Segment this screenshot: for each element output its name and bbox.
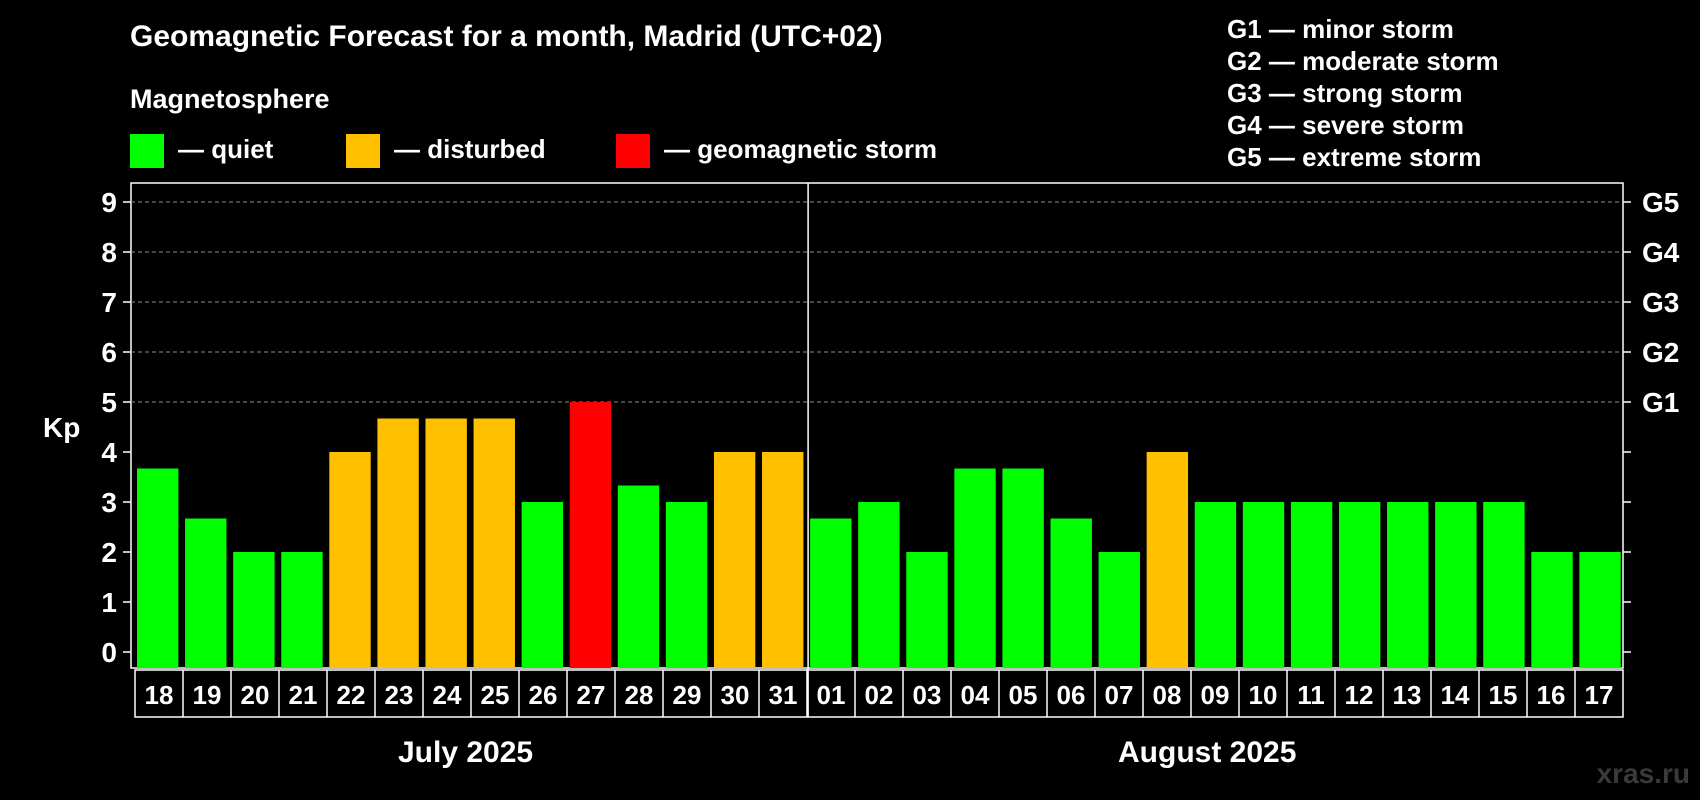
bar-29: [665, 502, 708, 668]
x-tick-label: 21: [289, 680, 318, 710]
storm-scale-g2: G2 — moderate storm: [1227, 46, 1499, 76]
y-tick-label: 0: [101, 637, 117, 668]
storm-scale-g5: G5 — extreme storm: [1227, 142, 1482, 172]
bar-31: [762, 452, 804, 668]
bar-25: [473, 418, 515, 668]
bar-15: [1483, 502, 1525, 668]
x-tick-label: 15: [1489, 680, 1518, 710]
bar-13: [1387, 502, 1429, 668]
x-tick-label: 27: [577, 680, 606, 710]
bar-23: [377, 418, 419, 668]
x-tick-label: 09: [1201, 680, 1230, 710]
x-tick-label: 17: [1585, 680, 1614, 710]
y-tick-label: 6: [101, 337, 117, 368]
y-tick-label: 8: [101, 237, 117, 268]
x-tick-label: 31: [769, 680, 798, 710]
x-tick-label: 23: [385, 680, 414, 710]
x-tick-label: 03: [913, 680, 942, 710]
legend-label-disturbed: — disturbed: [394, 134, 546, 164]
bar-14: [1435, 502, 1477, 668]
bar-30: [713, 452, 756, 668]
bar-06: [1050, 518, 1092, 668]
legend-label-storm: — geomagnetic storm: [664, 134, 938, 164]
bar-27: [569, 402, 612, 668]
bar-03: [906, 552, 948, 668]
x-tick-label: 02: [865, 680, 894, 710]
x-tick-label: 29: [673, 680, 702, 710]
legend-swatch-disturbed: [346, 134, 380, 168]
x-tick-label: 20: [241, 680, 270, 710]
g-level-label-g3: G3: [1642, 287, 1679, 318]
x-tick-label: 06: [1057, 680, 1086, 710]
y-tick-label: 7: [101, 287, 117, 318]
x-tick-label: 18: [145, 680, 174, 710]
g-level-label-g1: G1: [1642, 387, 1679, 418]
x-tick-label: 24: [433, 680, 462, 710]
y-tick-label: 5: [101, 387, 117, 418]
g-level-label-g5: G5: [1642, 187, 1679, 218]
y-tick-label: 9: [101, 187, 117, 218]
bar-02: [858, 502, 900, 668]
x-tick-label: 11: [1297, 680, 1325, 710]
y-tick-label: 4: [101, 437, 117, 468]
x-tick-label: 13: [1393, 680, 1422, 710]
bar-24: [425, 418, 467, 668]
chart-title: Geomagnetic Forecast for a month, Madrid…: [130, 20, 883, 53]
bar-18: [137, 468, 179, 668]
watermark: xras.ru: [1596, 758, 1690, 789]
bar-04: [954, 468, 996, 668]
bar-21: [281, 552, 323, 668]
bar-01: [810, 518, 852, 668]
legend-swatch-quiet: [130, 134, 164, 168]
bar-19: [185, 518, 227, 668]
bar-10: [1242, 502, 1285, 668]
storm-scale-g3: G3 — strong storm: [1227, 78, 1463, 108]
bar-08: [1146, 452, 1189, 668]
x-tick-label: 22: [337, 680, 366, 710]
y-tick-label: 2: [101, 537, 117, 568]
x-tick-label: 16: [1537, 680, 1566, 710]
bar-22: [329, 452, 371, 668]
magnetosphere-label: Magnetosphere: [130, 84, 330, 114]
x-tick-label: 26: [529, 680, 558, 710]
x-tick-label: 14: [1441, 680, 1470, 710]
g-level-label-g2: G2: [1642, 337, 1679, 368]
legend-label-quiet: — quiet: [178, 134, 274, 164]
bar-05: [1002, 468, 1044, 668]
x-tick-label: 19: [193, 680, 222, 710]
bar-07: [1098, 552, 1140, 668]
storm-scale-g1: G1 — minor storm: [1227, 14, 1454, 44]
x-tick-label: 01: [817, 680, 846, 710]
x-tick-label: 30: [721, 680, 750, 710]
bar-11: [1290, 502, 1333, 668]
month-label-august: August 2025: [1118, 736, 1297, 769]
x-tick-label: 25: [481, 680, 510, 710]
y-axis-label: Kp: [43, 412, 80, 443]
x-tick-label: 08: [1153, 680, 1182, 710]
bar-16: [1531, 552, 1573, 668]
y-tick-label: 1: [101, 587, 117, 618]
date-label-row: [134, 669, 1624, 718]
x-tick-label: 28: [625, 680, 654, 710]
bar-26: [521, 502, 564, 668]
x-tick-label: 12: [1345, 680, 1374, 710]
y-tick-label: 3: [101, 487, 117, 518]
x-tick-label: 07: [1105, 680, 1134, 710]
x-tick-label: 10: [1249, 680, 1278, 710]
bar-20: [233, 552, 275, 668]
x-tick-label: 04: [961, 680, 990, 710]
month-label-july: July 2025: [398, 736, 534, 769]
bar-17: [1579, 552, 1621, 668]
g-level-label-g4: G4: [1642, 237, 1680, 268]
bar-28: [617, 485, 660, 668]
bar-09: [1194, 502, 1237, 668]
legend-swatch-storm: [616, 134, 650, 168]
bar-12: [1338, 502, 1381, 668]
x-tick-label: 05: [1009, 680, 1038, 710]
storm-scale-g4: G4 — severe storm: [1227, 110, 1465, 140]
